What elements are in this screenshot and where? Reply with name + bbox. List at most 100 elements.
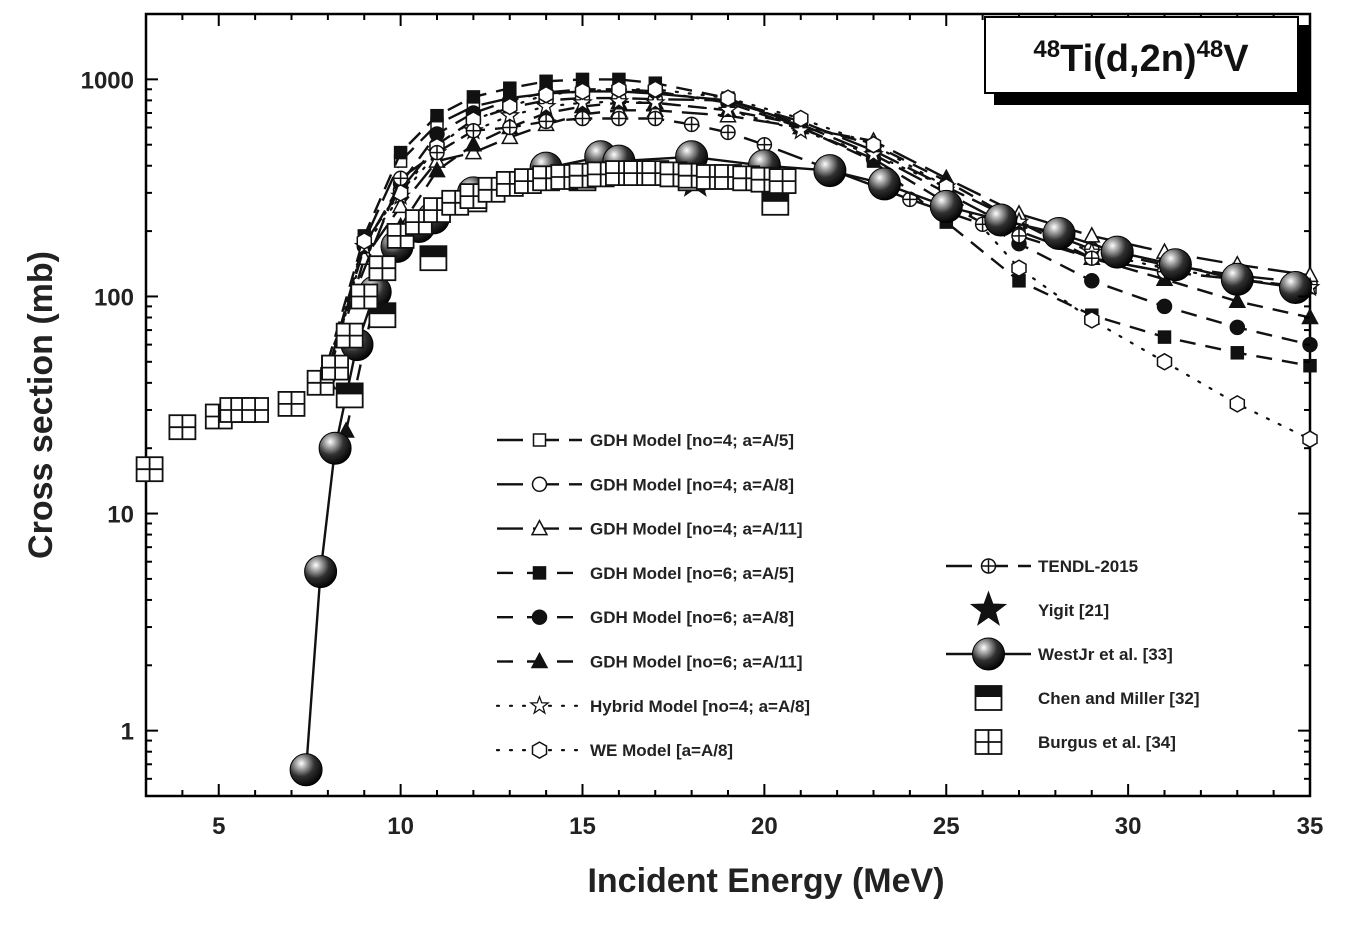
data-point-burgus-et-al-34 <box>241 397 270 423</box>
series-gdh-model-no-6-a-a-8 <box>320 81 1318 380</box>
data-point-gdh-model-no-6-a-a-5 <box>466 90 481 104</box>
legend-marker <box>974 685 1003 711</box>
data-point-tendl-2015 <box>465 122 482 139</box>
title-mass-ti: 48 <box>1033 36 1060 63</box>
data-point-gdh-model-no-6-a-a-5 <box>393 145 408 160</box>
data-point-westjr-et-al-33 <box>984 203 1018 237</box>
data-point-we-model-a-a-8 <box>356 232 373 250</box>
legend-marker <box>980 558 997 574</box>
x-tick-label: 20 <box>751 813 778 840</box>
legend-entry-gdh-model-no-4-a-a-11: GDH Model [no=4; a=A/11] <box>497 520 803 539</box>
y-tick-label: 1000 <box>81 67 134 94</box>
data-point-we-model-a-a-8 <box>538 85 554 104</box>
data-point-gdh-model-no-6-a-a-5 <box>503 81 517 95</box>
legend-label: WE Model [a=A/8] <box>590 741 733 760</box>
legend-label: GDH Model [no=6; a=A/11] <box>590 653 803 672</box>
data-point-burgus-et-al-34 <box>168 414 197 441</box>
legend-entry-gdh-model-no-4-a-a-5: GDH Model [no=4; a=A/5] <box>497 431 794 450</box>
data-point-we-model-a-a-8 <box>1156 353 1173 371</box>
legend-entry-yigit-21: Yigit [21] <box>970 591 1109 626</box>
title-box-frame <box>984 16 1299 94</box>
legend-label: TENDL-2015 <box>1038 557 1138 576</box>
data-point-gdh-model-no-6-a-a-5 <box>1157 330 1172 344</box>
data-point-tendl-2015 <box>720 124 736 141</box>
series-gdh-model-no-4-a-a-11 <box>319 101 1319 390</box>
chart-title-box: 48Ti(d,2n)48V <box>984 16 1310 105</box>
legend-label: GDH Model [no=4; a=A/11] <box>590 520 803 539</box>
data-point-tendl-2015 <box>538 113 554 130</box>
legend-marker <box>531 741 548 759</box>
data-point-westjr-et-al-33 <box>1042 217 1076 250</box>
data-point-westjr-et-al-33 <box>289 753 323 787</box>
data-point-tendl-2015 <box>392 170 409 187</box>
data-point-westjr-et-al-33 <box>1220 262 1254 296</box>
series-gdh-model-no-4-a-a-5 <box>321 84 1317 379</box>
y-tick-label: 10 <box>107 502 134 529</box>
data-point-we-model-a-a-8 <box>793 109 809 128</box>
plot-area: 5 10 15 20 25 30 35 1 10 100 1000 <box>81 12 1324 840</box>
data-point-burgus-et-al-34 <box>321 354 350 381</box>
data-point-burgus-et-al-34 <box>277 390 306 417</box>
data-point-chen-and-miller-32 <box>419 245 448 272</box>
legend-marker <box>532 566 547 580</box>
data-point-westjr-et-al-33 <box>1279 271 1312 304</box>
legend-label: Burgus et al. [34] <box>1038 733 1176 752</box>
data-point-we-model-a-a-8 <box>1011 259 1027 277</box>
data-point-we-model-a-a-8 <box>1302 430 1318 448</box>
title-mass-v: 48 <box>1197 36 1224 63</box>
data-point-tendl-2015 <box>611 110 627 127</box>
data-point-gdh-model-no-6-a-a-8 <box>1156 298 1173 315</box>
data-point-chen-and-miller-32 <box>335 382 364 409</box>
data-point-burgus-et-al-34 <box>768 168 797 195</box>
data-point-we-model-a-a-8 <box>1229 395 1246 413</box>
data-point-westjr-et-al-33 <box>1100 235 1134 269</box>
legend-marker <box>532 433 547 447</box>
title-reaction: Ti(d,2n) <box>1060 38 1197 80</box>
data-point-westjr-et-al-33 <box>304 555 338 589</box>
legend-entry-westjr-et-al-33: WestJr et al. [33] <box>946 637 1173 671</box>
data-point-we-model-a-a-8 <box>865 135 882 154</box>
data-point-chen-and-miller-32 <box>761 189 790 216</box>
data-point-gdh-model-no-6-a-a-5 <box>430 108 444 123</box>
legend-entry-tendl-2015: TENDL-2015 <box>946 557 1138 576</box>
x-tick-label: 35 <box>1297 813 1324 840</box>
legend-marker <box>972 637 1005 671</box>
legend-label: GDH Model [no=6; a=A/8] <box>590 608 794 627</box>
legend-label: Yigit [21] <box>1038 601 1109 620</box>
x-tick-label: 15 <box>569 813 596 840</box>
data-point-tendl-2015 <box>1011 228 1027 244</box>
data-point-westjr-et-al-33 <box>813 154 847 188</box>
x-tick-label: 25 <box>933 813 960 840</box>
data-point-tendl-2015 <box>683 116 700 133</box>
x-tick-label: 5 <box>212 813 225 840</box>
data-point-we-model-a-a-8 <box>611 80 627 99</box>
data-point-burgus-et-al-34 <box>335 322 364 349</box>
legend-entry-gdh-model-no-6-a-a-5: GDH Model [no=6; a=A/5] <box>497 564 794 583</box>
y-axis-label: Cross section (mb) <box>22 251 60 559</box>
x-tick-label: 10 <box>387 813 414 840</box>
data-point-we-model-a-a-8 <box>574 82 591 101</box>
legend-entry-chen-and-miller-32: Chen and Miller [32] <box>974 685 1200 711</box>
legend-label: Chen and Miller [32] <box>1038 689 1200 708</box>
data-point-tendl-2015 <box>647 110 664 127</box>
legend-marker <box>531 476 548 493</box>
x-tick-label: 30 <box>1115 813 1142 840</box>
data-point-we-model-a-a-8 <box>502 97 518 116</box>
data-point-burgus-et-al-34 <box>350 283 379 310</box>
data-point-tendl-2015 <box>429 144 445 161</box>
legend-entry-we-model-a-a-8: WE Model [a=A/8] <box>495 741 733 760</box>
legend-entry-hybrid-model-no-4-a-a-8: Hybrid Model [no=4; a=A/8] <box>495 696 810 716</box>
series-layer <box>135 72 1320 787</box>
data-point-tendl-2015 <box>1084 250 1100 266</box>
data-point-tendl-2015 <box>574 110 591 127</box>
chart-title: 48Ti(d,2n)48V <box>1033 36 1249 80</box>
legend-entry-gdh-model-no-6-a-a-8: GDH Model [no=6; a=A/8] <box>497 608 794 627</box>
data-point-westjr-et-al-33 <box>1158 248 1192 282</box>
y-tick-label: 1 <box>121 719 134 746</box>
legend-entry-gdh-model-no-6-a-a-11: GDH Model [no=6; a=A/11] <box>497 653 803 672</box>
data-point-tendl-2015 <box>502 119 518 136</box>
legend-label: GDH Model [no=4; a=A/5] <box>590 431 794 450</box>
legend-label: Hybrid Model [no=4; a=A/8] <box>590 697 810 716</box>
legend-models: GDH Model [no=4; a=A/5] GDH Model [no=4; … <box>495 431 810 760</box>
